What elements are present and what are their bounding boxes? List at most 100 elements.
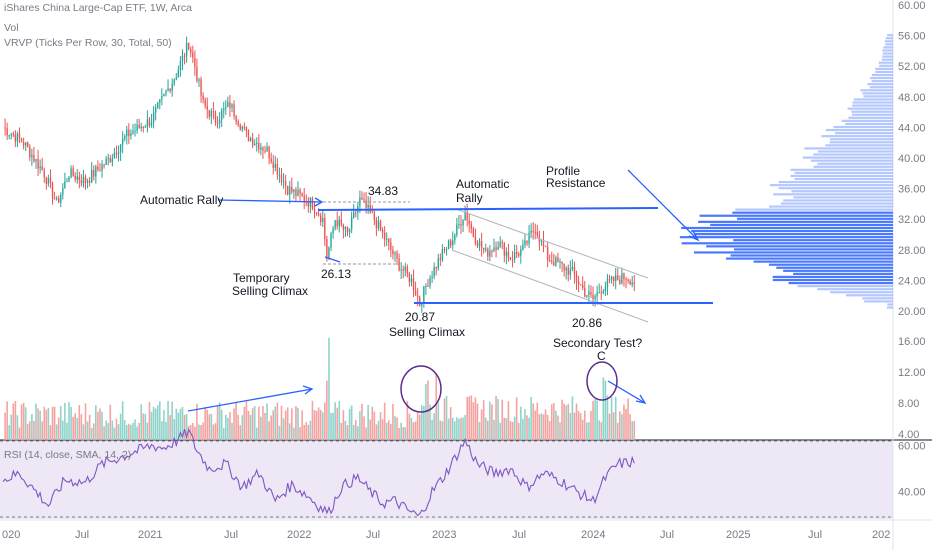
candle-body xyxy=(454,234,456,241)
volume-bar xyxy=(392,404,394,440)
candle-body xyxy=(548,260,551,262)
candle-body xyxy=(198,79,200,81)
candle-body xyxy=(346,226,349,233)
volume-bar xyxy=(198,424,200,440)
volume-bar xyxy=(6,401,8,440)
volume-bar xyxy=(350,405,353,440)
time-tick-label: 020 xyxy=(2,529,20,541)
candle-body xyxy=(223,108,225,111)
candle-body xyxy=(115,152,118,155)
volume-bar xyxy=(478,422,481,440)
volume-bar xyxy=(536,402,539,440)
candle-body xyxy=(466,211,468,221)
candle-body xyxy=(536,231,539,236)
volume-bar xyxy=(532,403,534,440)
candle-body xyxy=(629,281,631,285)
candle-body xyxy=(204,99,206,106)
candle-body xyxy=(41,166,43,171)
channel-lower xyxy=(451,249,649,323)
candle-body xyxy=(280,174,283,182)
profile-row xyxy=(776,266,893,269)
candle-body xyxy=(320,215,322,222)
profile-row xyxy=(847,107,893,110)
candle-body xyxy=(553,262,555,266)
candle-body xyxy=(109,158,111,163)
volume-bar xyxy=(74,413,77,440)
candle-body xyxy=(330,233,332,248)
candle-body xyxy=(225,106,227,109)
candle-body xyxy=(582,284,584,288)
candle-body xyxy=(76,176,78,180)
volume-bar xyxy=(447,418,450,440)
profile-row xyxy=(733,239,893,242)
profile-row xyxy=(694,233,893,236)
candle-body xyxy=(140,126,142,129)
candle-body xyxy=(29,146,31,158)
volume-bar xyxy=(423,406,425,440)
candle-body xyxy=(573,267,576,275)
price-tick-label: 36.00 xyxy=(898,184,926,196)
candle-body xyxy=(130,133,132,136)
volume-bar xyxy=(305,422,308,440)
volume-bar xyxy=(544,409,547,440)
candle-body xyxy=(381,230,384,233)
profile-row xyxy=(825,144,893,147)
volume-bar xyxy=(612,412,615,440)
volume-bar xyxy=(22,402,25,440)
candle-body xyxy=(111,158,114,163)
candle-body xyxy=(627,279,629,282)
candle-body xyxy=(136,124,138,131)
candle-body xyxy=(88,180,91,183)
volume-bar xyxy=(309,420,312,440)
volume-bar xyxy=(227,417,229,440)
price-tick-label: 24.00 xyxy=(898,275,926,287)
candle-body xyxy=(183,55,186,57)
volume-bar xyxy=(169,415,171,440)
volume-bar xyxy=(548,421,551,440)
candle-body xyxy=(406,266,409,274)
volume-bar xyxy=(59,406,62,440)
volume-bar xyxy=(361,403,363,440)
volume-bar xyxy=(99,408,101,440)
profile-row xyxy=(864,300,893,303)
profile-row xyxy=(852,101,893,104)
volume-bar xyxy=(357,426,359,440)
profile-row xyxy=(768,263,893,266)
volume-bar xyxy=(274,406,277,440)
candle-body xyxy=(608,279,611,281)
candle-body xyxy=(577,281,580,285)
candle-body xyxy=(161,96,163,100)
volume-bar xyxy=(105,420,107,440)
profile-row xyxy=(726,257,893,260)
profile-row xyxy=(871,80,893,83)
volume-bar xyxy=(140,404,143,440)
candle-body xyxy=(264,150,266,152)
volume-bars xyxy=(4,337,636,440)
candles xyxy=(4,36,635,313)
profile-row xyxy=(862,297,893,300)
volume-bar xyxy=(260,416,262,440)
candle-body xyxy=(513,252,516,260)
candle-body xyxy=(588,291,590,296)
candle-body xyxy=(128,129,130,136)
candle-body xyxy=(594,296,596,300)
candle-body xyxy=(62,187,64,195)
price-axis: 60.00 56.00 52.00 48.00 44.00 40.00 36.00 32.00… xyxy=(898,0,926,441)
candle-body xyxy=(301,193,303,196)
candle-body xyxy=(132,131,134,134)
volume-bar xyxy=(608,413,611,440)
candle-body xyxy=(324,217,326,240)
volume-bar xyxy=(175,408,178,440)
volume-bar xyxy=(82,424,85,440)
candle-body xyxy=(365,200,367,208)
volume-bar xyxy=(602,377,605,440)
candle-body xyxy=(231,104,233,108)
volume-bar xyxy=(280,405,283,440)
volume-bar xyxy=(491,404,493,440)
volume-bar xyxy=(249,414,252,440)
candle-body xyxy=(80,180,83,184)
volume-bar xyxy=(225,414,227,440)
volume-bar xyxy=(163,410,165,440)
candle-body xyxy=(212,111,215,113)
volume-bar xyxy=(458,418,460,440)
